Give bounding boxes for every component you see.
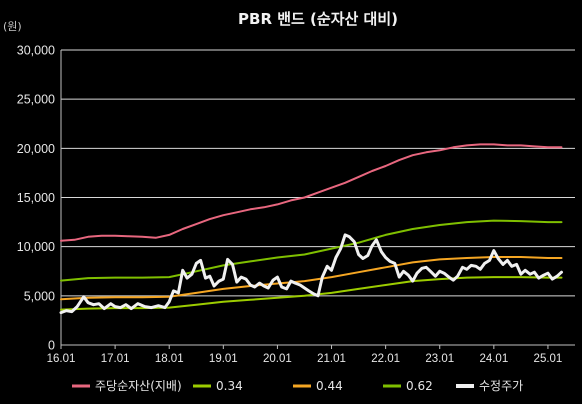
legend-label-1: 0.34 [216, 379, 243, 393]
x-tick-label: 21.01 [317, 353, 346, 365]
series-line-4 [59, 233, 563, 315]
y-axis-unit-label: (원) [3, 20, 22, 33]
x-tick-label: 20.01 [263, 353, 292, 365]
legend: 주당순자산(지배) 0.34 0.44 0.62 수정주가 [72, 379, 523, 393]
x-tick-label: 23.01 [425, 353, 454, 365]
series-line-3 [60, 219, 563, 282]
series-lines [59, 143, 563, 315]
x-tick-label: 22.01 [371, 353, 400, 365]
legend-label-4: 수정주가 [479, 379, 523, 393]
axes: 0 5,000 10,000 15,000 20,000 25,000 30,000 16.0… [17, 44, 575, 365]
y-tick-label: 5,000 [24, 289, 55, 303]
x-tick-label: 24.01 [479, 353, 508, 365]
legend-label-3: 0.62 [406, 379, 433, 393]
gridlines [61, 49, 575, 297]
y-tick-label: 15,000 [17, 191, 55, 205]
y-tick-label: 30,000 [17, 44, 55, 58]
series-line-0 [60, 143, 563, 242]
y-tick-label: 25,000 [17, 93, 55, 107]
legend-label-0: 주당순자산(지배) [95, 379, 182, 393]
y-tick-label: 10,000 [17, 240, 55, 254]
legend-label-2: 0.44 [316, 379, 343, 393]
x-tick-label: 25.01 [534, 353, 563, 365]
y-tick-label: 0 [48, 339, 55, 353]
x-tick-label: 16.01 [47, 353, 76, 365]
chart-title: PBR 밴드 (순자산 대비) [238, 10, 398, 28]
x-tick-label: 17.01 [101, 353, 130, 365]
x-tick-label: 18.01 [155, 353, 184, 365]
x-tick-label: 19.01 [209, 353, 238, 365]
y-tick-label: 20,000 [17, 142, 55, 156]
